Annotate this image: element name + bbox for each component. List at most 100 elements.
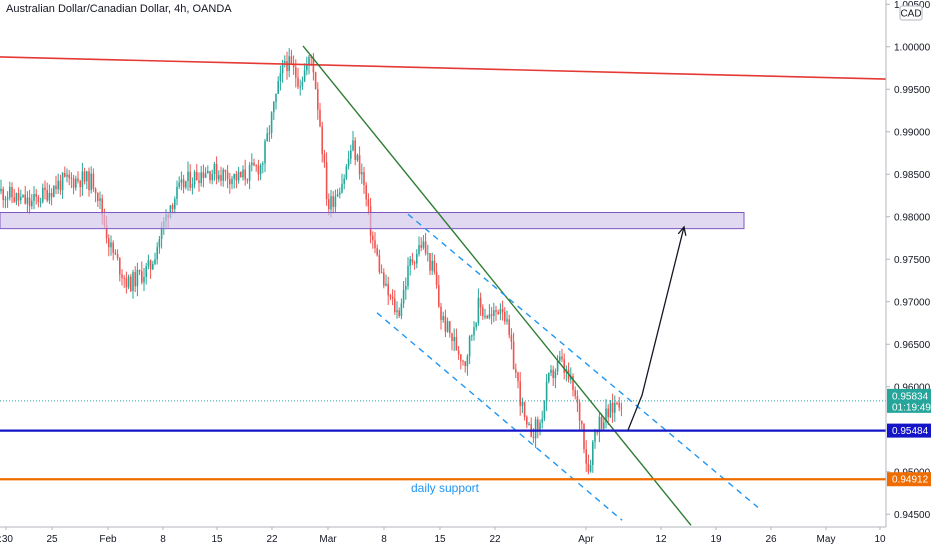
candle-body — [603, 422, 605, 429]
price-tick-label: 1.00500 — [894, 0, 931, 11]
candle-body — [519, 381, 521, 407]
resistance-trendline — [0, 56, 887, 80]
candle-body — [86, 171, 88, 182]
candle-body — [251, 162, 253, 166]
candle-body — [275, 93, 277, 102]
daily-support-value: 0.94912 — [892, 475, 929, 486]
candle-body — [273, 101, 275, 113]
price-axis[interactable]: 1.00500 1.00000 0.99500 0.99000 0.98500 0.980… — [885, 0, 931, 527]
candle-body — [101, 198, 103, 216]
resistance-zone — [0, 212, 745, 230]
candle-body — [473, 327, 475, 336]
candle-body — [15, 192, 18, 202]
candle-body — [438, 285, 440, 307]
candle-body — [119, 257, 121, 275]
price-tick-label: 0.97000 — [894, 297, 931, 308]
support-level-tag — [887, 423, 931, 438]
candle-body — [134, 272, 136, 287]
daily-support-tag — [887, 472, 931, 487]
projection-arrow — [627, 226, 685, 431]
candle-body — [308, 56, 310, 65]
candle-body — [125, 278, 128, 288]
candle-body — [152, 263, 154, 270]
candle-body — [156, 247, 158, 260]
candle-body — [44, 187, 46, 190]
time-axis[interactable]: :30 25 Feb 8 15 22 Mar 8 15 22 Apr 12 19 26 May 10 — [0, 526, 886, 545]
candle-body — [418, 245, 420, 254]
candle-body — [517, 372, 519, 382]
candle-body — [248, 165, 251, 181]
candle-body — [374, 240, 376, 249]
candle-body — [99, 198, 101, 201]
candle-body — [303, 70, 306, 82]
candle-body — [598, 417, 601, 433]
candle-body — [479, 297, 482, 308]
candle-body — [611, 402, 614, 413]
candle-body — [431, 260, 433, 271]
candle-body — [341, 183, 343, 193]
candle-body — [279, 73, 282, 81]
candle-body — [196, 171, 198, 181]
price-tick-label: 0.98500 — [894, 170, 931, 181]
candle-body — [600, 417, 603, 429]
candle-body — [321, 126, 323, 155]
candle-body — [411, 259, 414, 263]
candle-body — [440, 306, 442, 321]
candle-body — [108, 238, 110, 248]
candle-body — [592, 441, 594, 465]
candle-body — [380, 272, 383, 274]
candle-body — [2, 188, 4, 201]
candle-body — [202, 172, 205, 178]
candle-body — [328, 199, 330, 210]
candle-body — [255, 165, 257, 167]
candle-body — [132, 272, 134, 292]
support-level-value: 0.95484 — [892, 426, 929, 437]
candle-body — [442, 316, 444, 321]
candle-body — [383, 272, 385, 286]
candle-body — [453, 336, 455, 342]
candle-body — [193, 171, 196, 185]
candle-body — [42, 187, 44, 202]
candle-body — [116, 254, 119, 258]
candle-body — [583, 423, 585, 450]
candle-body — [358, 155, 361, 175]
candle-body — [262, 163, 264, 165]
candle-body — [468, 336, 471, 357]
price-tick-label: 0.98000 — [894, 212, 931, 223]
candle-body — [482, 307, 484, 317]
candle-body — [149, 260, 152, 270]
candle-body — [596, 431, 598, 433]
current-price-value: 0.95834 — [892, 391, 929, 402]
candle-body — [187, 171, 189, 182]
candle-body — [31, 200, 33, 207]
candle-body — [154, 259, 156, 264]
candle-body — [534, 419, 537, 439]
candle-body — [77, 178, 79, 181]
candle-body — [81, 171, 84, 188]
daily-support-label: daily support — [411, 481, 480, 495]
time-tick-label: 8 — [160, 534, 166, 545]
candle-body — [365, 185, 367, 200]
candle-body — [90, 173, 92, 191]
candle-body — [37, 197, 40, 203]
candle-body — [486, 316, 488, 319]
candle-body — [526, 416, 528, 425]
candle-body — [75, 178, 77, 188]
candle-body — [429, 253, 431, 271]
time-tick-label: 19 — [710, 534, 722, 545]
candle-body — [105, 224, 108, 239]
candle-body — [589, 464, 592, 472]
candle-body — [427, 253, 429, 255]
candle-body — [325, 162, 328, 200]
candle-body — [35, 193, 37, 198]
candle-body — [123, 277, 125, 279]
candle-body — [446, 321, 449, 332]
candle-body — [83, 171, 86, 182]
candle-body — [270, 112, 273, 133]
candle-body — [226, 171, 229, 180]
candle-body — [508, 319, 510, 335]
candle-body — [319, 109, 321, 127]
candle-body — [449, 321, 451, 334]
candle-body — [605, 408, 607, 423]
